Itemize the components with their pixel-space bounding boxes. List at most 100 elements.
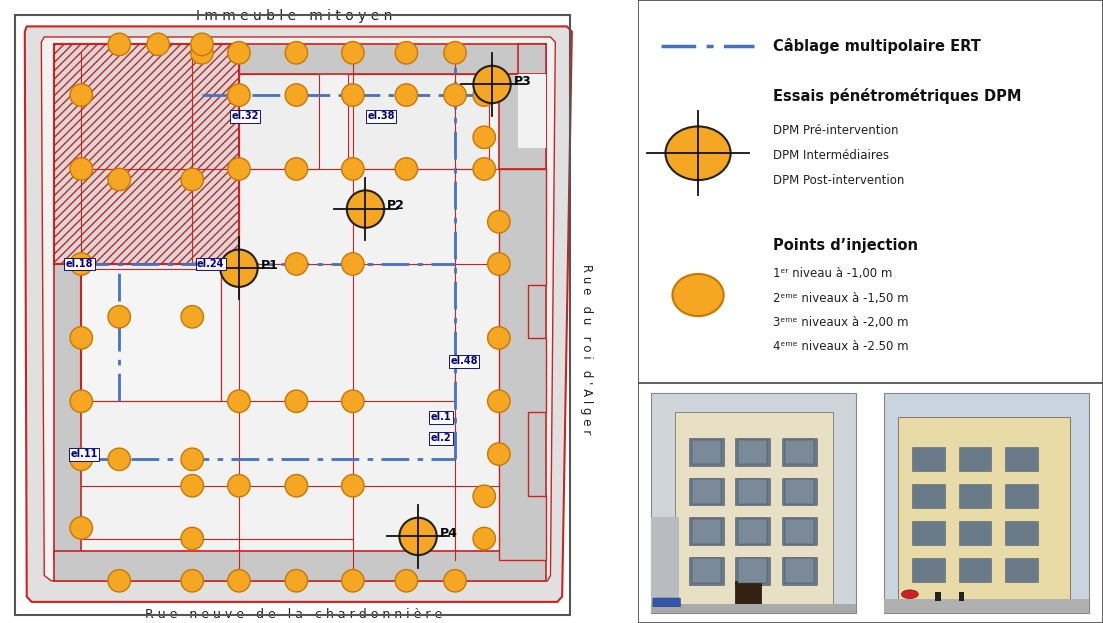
Circle shape bbox=[342, 390, 364, 412]
Bar bbox=[688, 478, 724, 505]
Text: 2ᵉᵐᵉ niveaux à -1,50 m: 2ᵉᵐᵉ niveaux à -1,50 m bbox=[772, 292, 908, 305]
Bar bbox=[912, 447, 945, 471]
Bar bbox=[959, 447, 992, 471]
Bar bbox=[202, 74, 319, 169]
Circle shape bbox=[147, 33, 170, 55]
Circle shape bbox=[227, 569, 250, 592]
Circle shape bbox=[473, 485, 495, 508]
Bar bbox=[885, 392, 1089, 614]
Circle shape bbox=[181, 448, 203, 470]
Bar bbox=[912, 558, 945, 583]
Circle shape bbox=[227, 84, 250, 107]
Circle shape bbox=[488, 390, 510, 412]
Circle shape bbox=[342, 84, 364, 107]
Bar bbox=[1005, 447, 1038, 471]
Bar bbox=[736, 518, 770, 545]
Circle shape bbox=[342, 569, 364, 592]
Text: P3: P3 bbox=[514, 75, 532, 88]
Circle shape bbox=[342, 253, 364, 275]
Circle shape bbox=[665, 126, 730, 180]
Bar bbox=[54, 551, 546, 581]
Circle shape bbox=[443, 569, 467, 592]
Circle shape bbox=[69, 158, 93, 180]
Text: el.1: el.1 bbox=[430, 412, 451, 422]
Circle shape bbox=[108, 448, 130, 470]
Circle shape bbox=[443, 42, 467, 64]
Bar bbox=[54, 74, 82, 559]
Circle shape bbox=[108, 168, 130, 191]
Bar bbox=[736, 581, 761, 604]
Circle shape bbox=[395, 84, 418, 107]
Circle shape bbox=[181, 305, 203, 328]
Bar bbox=[675, 412, 833, 604]
Circle shape bbox=[399, 518, 437, 555]
Text: P2: P2 bbox=[387, 199, 405, 212]
Bar bbox=[738, 479, 768, 504]
Bar bbox=[518, 44, 546, 559]
Bar bbox=[688, 557, 724, 584]
Circle shape bbox=[227, 390, 250, 412]
Bar bbox=[782, 439, 816, 466]
Bar bbox=[782, 518, 816, 545]
Bar bbox=[959, 521, 992, 545]
Circle shape bbox=[286, 390, 308, 412]
Text: I m m e u b l e   m i t o y e n: I m m e u b l e m i t o y e n bbox=[195, 9, 392, 23]
Circle shape bbox=[488, 253, 510, 275]
Circle shape bbox=[286, 253, 308, 275]
Bar bbox=[1005, 521, 1038, 545]
Circle shape bbox=[69, 448, 93, 470]
Circle shape bbox=[69, 390, 93, 412]
Text: R u e   n e u v e   d e   l a   c h a r d o n n i è r e: R u e n e u v e d e l a c h a r d o n n … bbox=[146, 608, 442, 621]
Bar bbox=[885, 599, 1089, 614]
Circle shape bbox=[286, 42, 308, 64]
Circle shape bbox=[286, 569, 308, 592]
Circle shape bbox=[395, 158, 418, 180]
Bar bbox=[784, 479, 814, 504]
Bar bbox=[736, 557, 770, 584]
Circle shape bbox=[221, 250, 258, 287]
Circle shape bbox=[227, 475, 250, 497]
Circle shape bbox=[342, 475, 364, 497]
Circle shape bbox=[69, 253, 93, 275]
Circle shape bbox=[108, 569, 130, 592]
Bar bbox=[912, 484, 945, 508]
Bar bbox=[54, 44, 239, 264]
Circle shape bbox=[342, 158, 364, 180]
Text: el.2: el.2 bbox=[430, 433, 451, 443]
Circle shape bbox=[108, 33, 130, 55]
Bar bbox=[54, 44, 546, 74]
Polygon shape bbox=[24, 26, 571, 602]
Text: P4: P4 bbox=[440, 527, 458, 540]
Text: el.18: el.18 bbox=[66, 259, 93, 269]
Bar bbox=[499, 74, 546, 169]
Text: DPM Pré-intervention: DPM Pré-intervention bbox=[772, 124, 898, 137]
Circle shape bbox=[473, 66, 511, 103]
Bar bbox=[518, 74, 546, 148]
Circle shape bbox=[227, 158, 250, 180]
Bar bbox=[898, 417, 1070, 599]
Circle shape bbox=[488, 211, 510, 233]
Bar bbox=[688, 518, 724, 545]
Bar bbox=[81, 269, 222, 401]
Bar bbox=[912, 521, 945, 545]
Bar bbox=[784, 440, 814, 465]
Text: DPM Intermédiaires: DPM Intermédiaires bbox=[772, 149, 889, 162]
Polygon shape bbox=[41, 37, 555, 581]
Circle shape bbox=[673, 274, 724, 316]
Text: Essais pénétrométriques DPM: Essais pénétrométriques DPM bbox=[772, 88, 1021, 104]
Circle shape bbox=[191, 33, 213, 55]
Bar bbox=[738, 519, 768, 544]
Circle shape bbox=[901, 590, 918, 599]
Bar bbox=[652, 604, 856, 614]
Circle shape bbox=[473, 158, 495, 180]
Circle shape bbox=[286, 84, 308, 107]
FancyBboxPatch shape bbox=[653, 598, 681, 607]
Bar bbox=[692, 479, 721, 504]
Circle shape bbox=[473, 126, 495, 148]
Text: Câblage multipolaire ERT: Câblage multipolaire ERT bbox=[772, 38, 981, 54]
Circle shape bbox=[395, 569, 418, 592]
Bar bbox=[1005, 558, 1038, 583]
Bar bbox=[692, 519, 721, 544]
Circle shape bbox=[488, 443, 510, 465]
Bar bbox=[784, 558, 814, 583]
